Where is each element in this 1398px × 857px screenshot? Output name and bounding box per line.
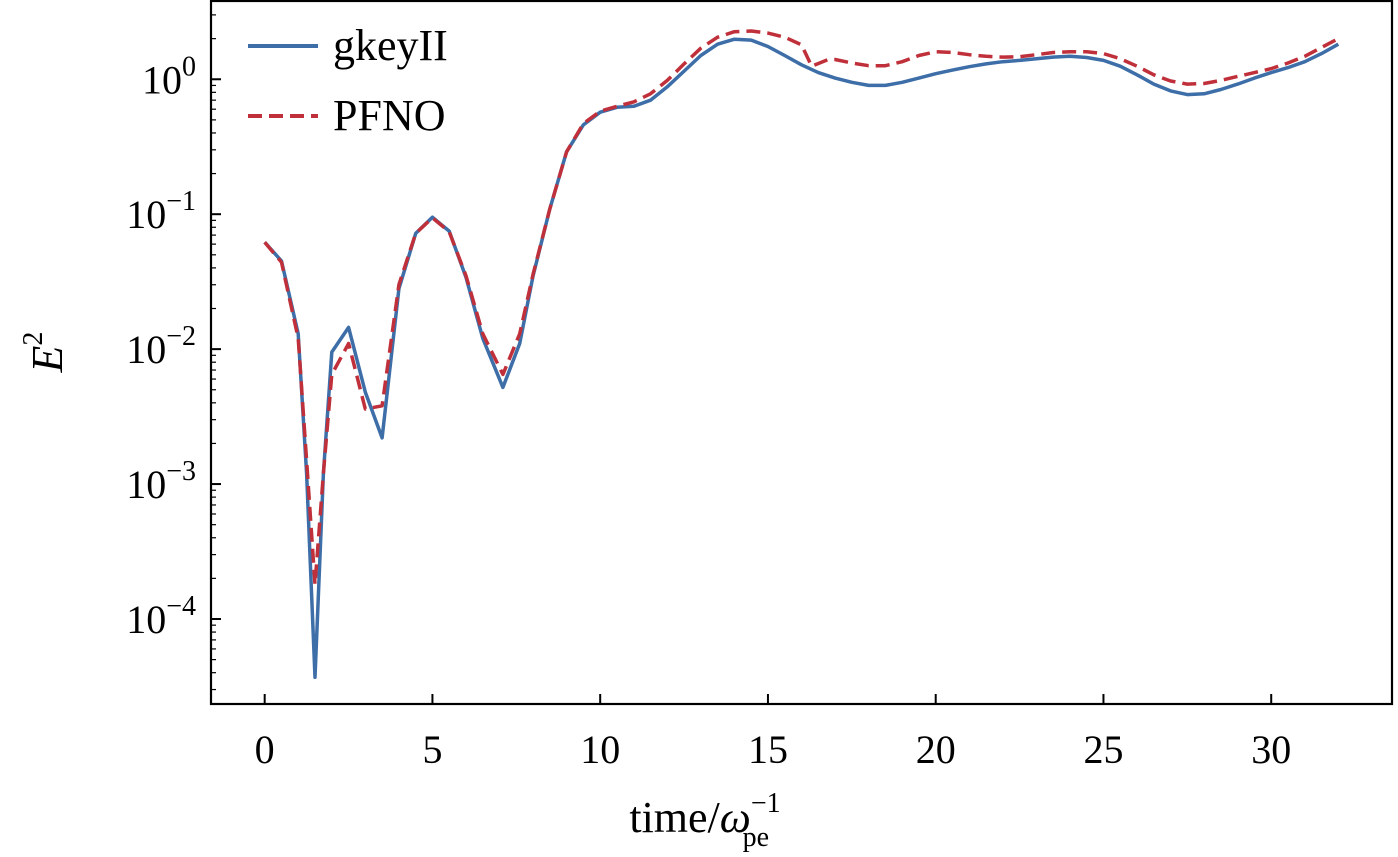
x-tick-label: 20 (916, 727, 956, 772)
x-tick-label: 25 (1083, 727, 1123, 772)
y-tick-label: 10−3 (126, 456, 196, 507)
series-line-gkeyII (263, 37, 1340, 680)
y-tick-label: 100 (142, 51, 196, 102)
legend-PFNO-label: PFNO (333, 91, 446, 140)
x-axis-ticks: 0 5 10 15 20 25 30 (255, 694, 1291, 772)
legend: gkeyII PFNO (248, 21, 448, 140)
y-axis-label: E2 (18, 332, 72, 374)
y-tick-label: 10−4 (126, 591, 196, 642)
legend-gkeyII-label: gkeyII (333, 21, 448, 70)
x-tick-label: 5 (422, 727, 442, 772)
y-axis-ticks: 100 10−1 10−2 10−3 10−4 (126, 14, 221, 691)
y-axis-label-base: E (23, 345, 72, 373)
y-axis-label-sup: 2 (18, 332, 49, 346)
x-tick-label: 10 (580, 727, 620, 772)
x-tick-label: 0 (255, 727, 275, 772)
x-axis-label-symbol: ω (720, 793, 751, 842)
x-axis-label-sup: −1 (751, 788, 781, 819)
y-tick-label: 10−1 (126, 186, 196, 237)
y-tick-label: 10−2 (126, 321, 196, 372)
x-tick-label: 15 (748, 727, 788, 772)
x-axis-label-sub: pe (743, 822, 769, 853)
plot-frame (209, 0, 1394, 706)
series-line-PFNO (263, 29, 1340, 587)
series-layer (263, 29, 1340, 680)
x-tick-label: 30 (1251, 727, 1291, 772)
x-axis-label: time/ω−1 pe (629, 788, 780, 853)
x-axis-label-base: time/ (629, 793, 720, 842)
